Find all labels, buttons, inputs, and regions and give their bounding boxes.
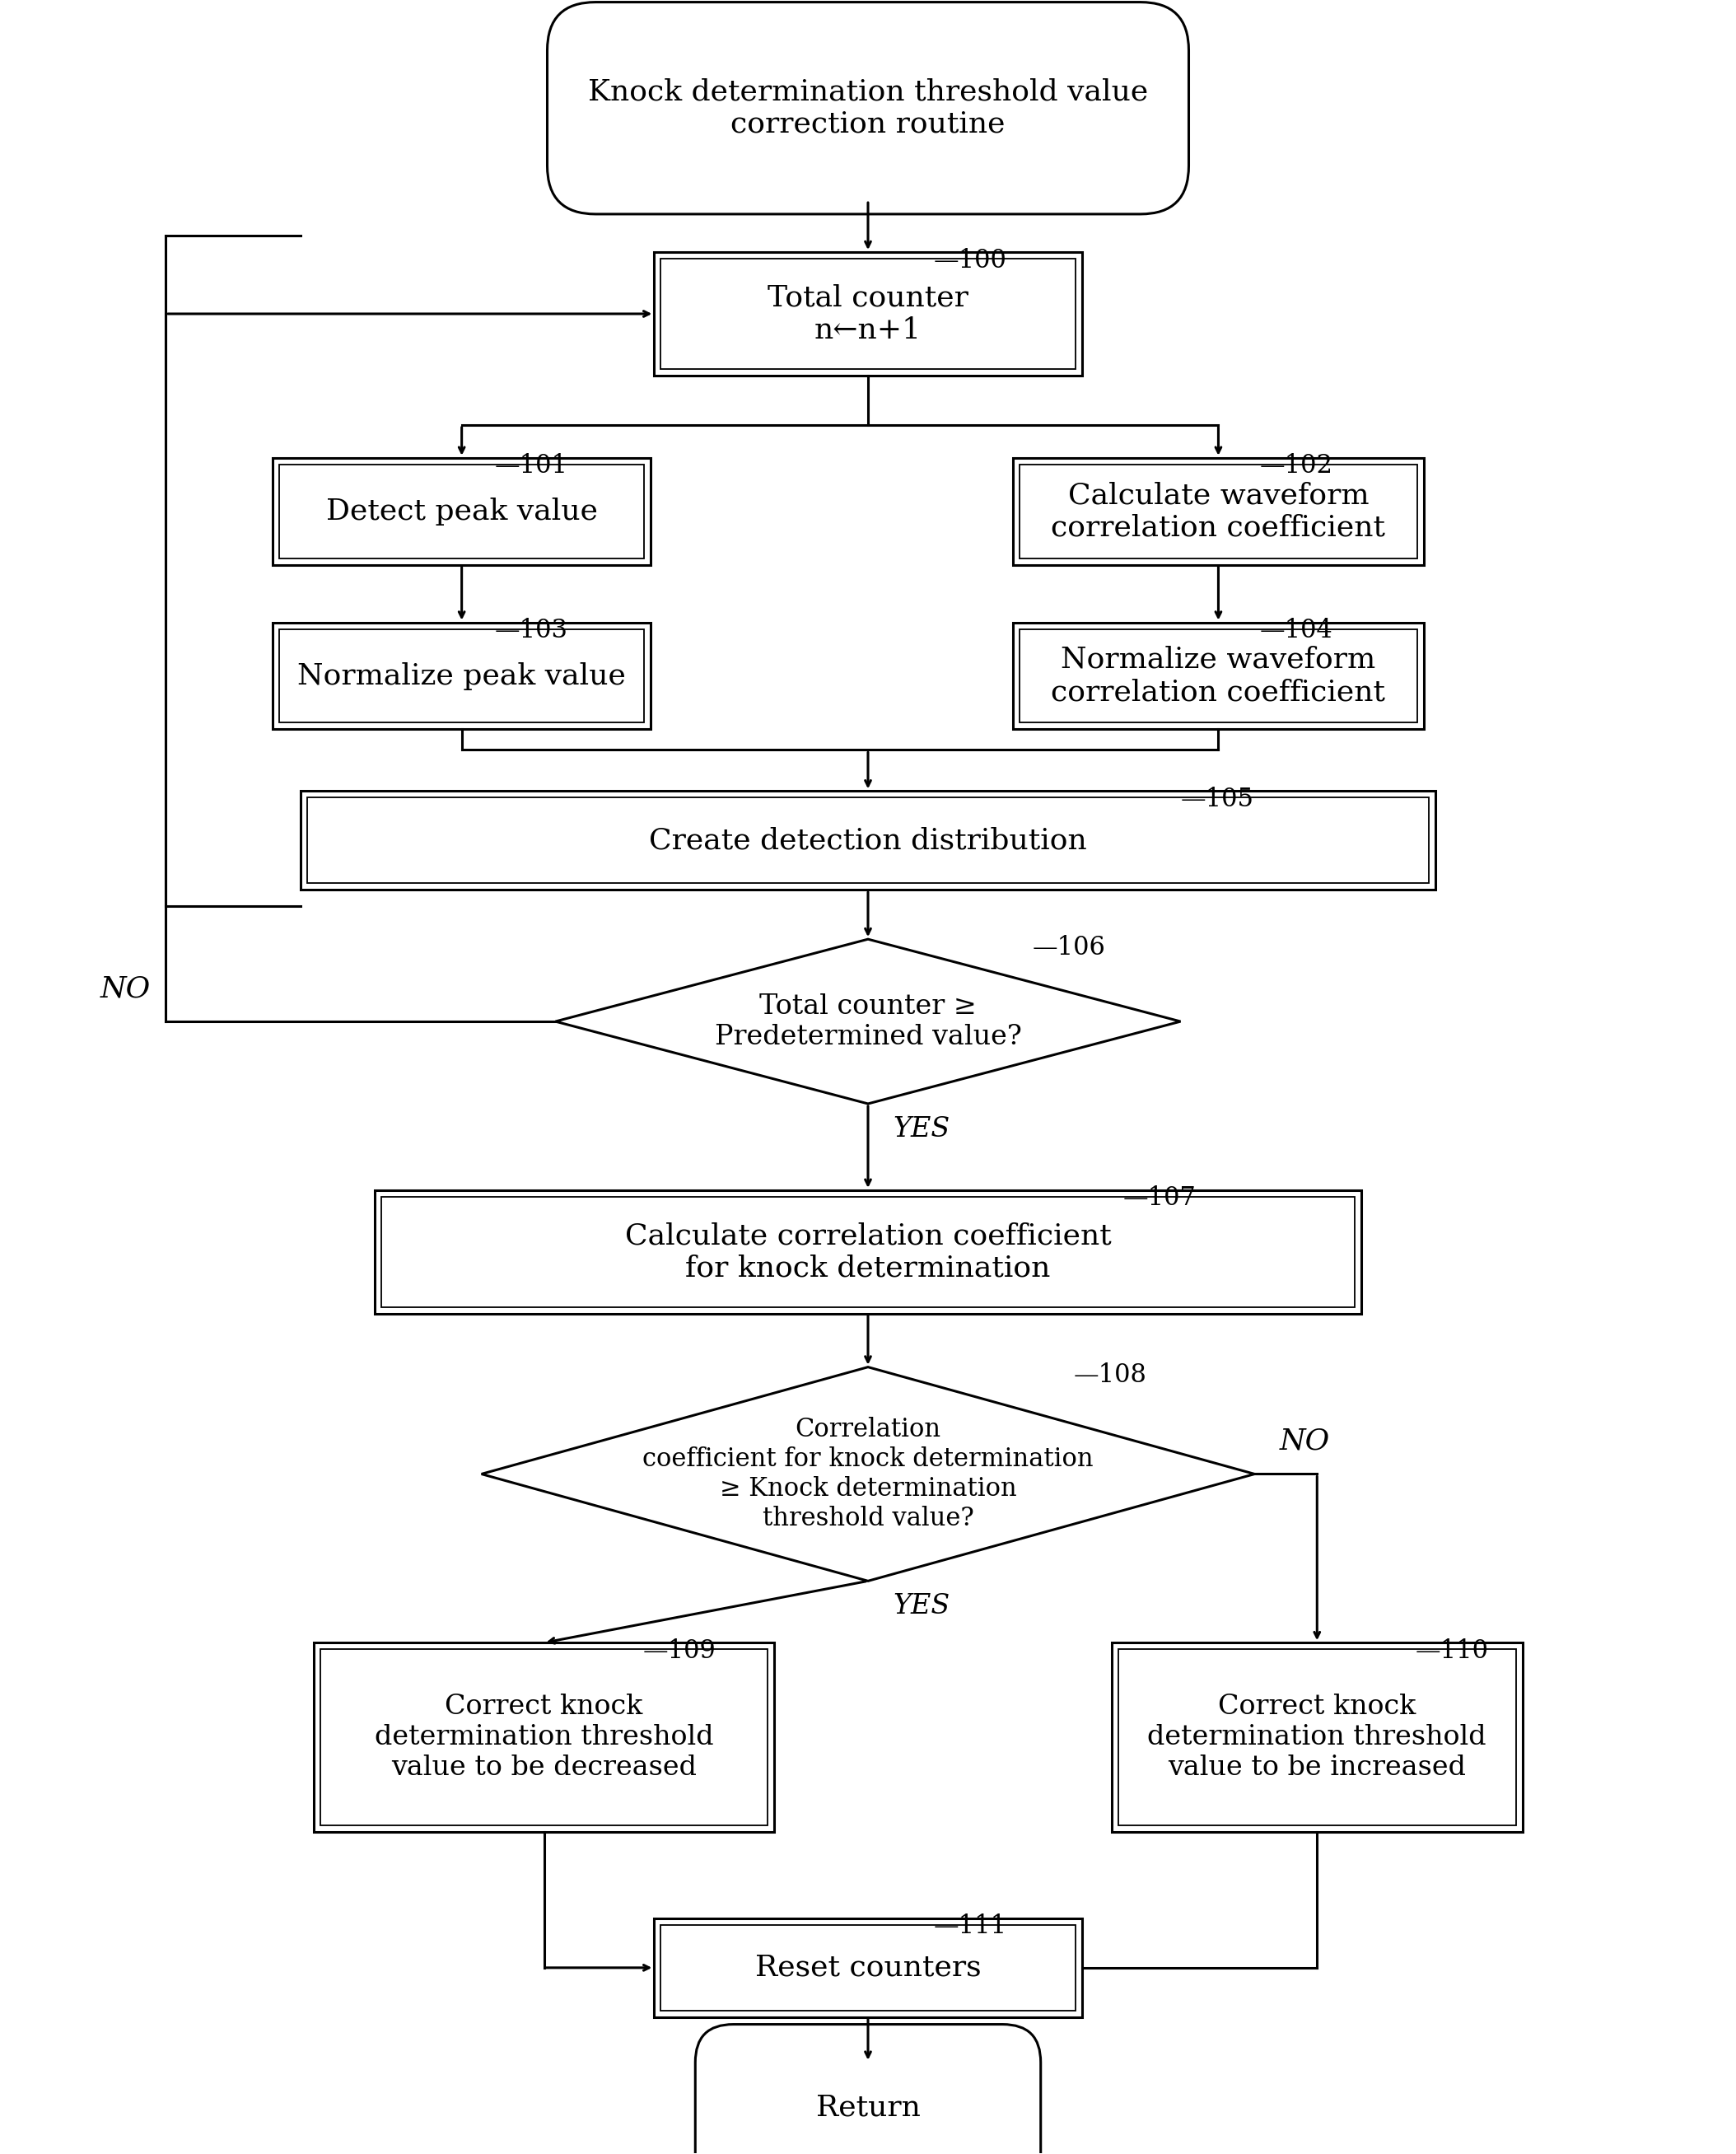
Text: —109: —109 xyxy=(642,1639,715,1663)
Bar xyxy=(661,258,1075,368)
Text: NO: NO xyxy=(1279,1428,1330,1456)
Bar xyxy=(654,252,1082,375)
Text: Return: Return xyxy=(816,2094,920,2122)
Text: Knock determination threshold value
correction routine: Knock determination threshold value corr… xyxy=(589,78,1147,138)
Polygon shape xyxy=(556,939,1180,1103)
Bar xyxy=(273,623,651,730)
Bar xyxy=(307,797,1429,883)
Text: Correct knock
determination threshold
value to be increased: Correct knock determination threshold va… xyxy=(1147,1693,1486,1781)
Text: —110: —110 xyxy=(1417,1639,1489,1663)
Text: —101: —101 xyxy=(495,452,568,478)
Text: —106: —106 xyxy=(1033,935,1106,961)
Bar xyxy=(279,629,644,724)
Bar xyxy=(382,1198,1354,1307)
Bar xyxy=(273,459,651,564)
Text: Total counter ≥
Predetermined value?: Total counter ≥ Predetermined value? xyxy=(715,993,1021,1049)
Text: —100: —100 xyxy=(934,248,1007,274)
Text: —105: —105 xyxy=(1180,786,1253,812)
Bar xyxy=(1019,629,1417,724)
Bar xyxy=(279,465,644,558)
Text: Reset counters: Reset counters xyxy=(755,1954,981,1982)
Bar xyxy=(300,791,1436,890)
Bar xyxy=(1012,459,1424,564)
Text: Calculate correlation coefficient
for knock determination: Calculate correlation coefficient for kn… xyxy=(625,1221,1111,1282)
Bar xyxy=(319,1650,767,1824)
Bar xyxy=(375,1191,1361,1314)
Text: —107: —107 xyxy=(1123,1185,1196,1211)
Text: Calculate waveform
correlation coefficient: Calculate waveform correlation coefficie… xyxy=(1052,480,1385,541)
Bar xyxy=(654,1919,1082,2016)
Text: Normalize waveform
correlation coefficient: Normalize waveform correlation coefficie… xyxy=(1052,646,1385,707)
Bar xyxy=(1111,1644,1522,1831)
Polygon shape xyxy=(481,1368,1255,1581)
Bar xyxy=(661,1926,1075,2010)
Text: NO: NO xyxy=(101,974,151,1002)
Text: YES: YES xyxy=(892,1116,950,1142)
Text: YES: YES xyxy=(892,1594,950,1620)
Text: —103: —103 xyxy=(495,618,568,644)
Text: —104: —104 xyxy=(1260,618,1333,644)
Bar xyxy=(314,1644,774,1831)
Text: Create detection distribution: Create detection distribution xyxy=(649,827,1087,855)
FancyBboxPatch shape xyxy=(696,2025,1040,2154)
FancyBboxPatch shape xyxy=(547,2,1189,213)
Text: Correlation
coefficient for knock determination
≥ Knock determination
threshold : Correlation coefficient for knock determ… xyxy=(642,1417,1094,1531)
Text: Detect peak value: Detect peak value xyxy=(326,498,597,526)
Text: —111: —111 xyxy=(934,1913,1007,1939)
Text: —102: —102 xyxy=(1260,452,1333,478)
Text: Normalize peak value: Normalize peak value xyxy=(297,661,627,689)
Text: Correct knock
determination threshold
value to be decreased: Correct knock determination threshold va… xyxy=(375,1693,713,1781)
Text: Total counter
n←n+1: Total counter n←n+1 xyxy=(767,284,969,345)
Text: —108: —108 xyxy=(1073,1363,1147,1387)
Bar xyxy=(1012,623,1424,730)
Bar xyxy=(1019,465,1417,558)
Bar xyxy=(1118,1650,1516,1824)
